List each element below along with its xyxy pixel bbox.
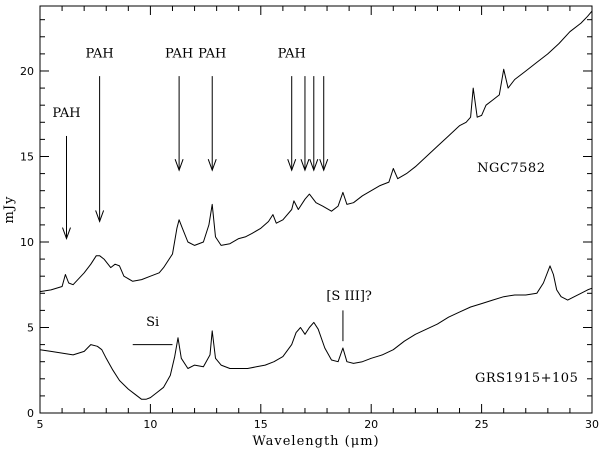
annotation-arrowhead — [319, 158, 329, 172]
annotation-arrowhead — [207, 158, 217, 172]
series-line-0 — [39, 10, 593, 293]
annotation-label: Si — [146, 315, 159, 330]
annotation-arrowhead — [174, 158, 184, 172]
annotation-label: [S III]? — [326, 289, 372, 304]
x-tick-label: 25 — [475, 418, 489, 431]
annotation-arrowhead — [95, 210, 105, 223]
x-tick-label: 15 — [254, 418, 268, 431]
series-name-label: NGC7582 — [477, 161, 545, 176]
axes-frame — [39, 5, 593, 414]
x-tick-label: 5 — [37, 418, 44, 431]
annotation-arrowhead — [62, 227, 71, 241]
x-tick-label: 10 — [143, 418, 157, 431]
y-tick-label: 20 — [20, 65, 34, 78]
series-name-label: GRS1915+105 — [475, 371, 578, 386]
x-axis-label: Wavelength (μm) — [252, 434, 379, 449]
annotation-label: PAH — [52, 106, 80, 121]
annotation-arrowhead — [309, 158, 319, 172]
annotations: PAH PAH PAH PAH PAH Si [S III]? — [52, 46, 372, 346]
series-lines — [39, 10, 593, 400]
y-tick-label: 5 — [27, 321, 34, 334]
annotation-label: PAH — [165, 46, 193, 61]
annotation-label: PAH — [278, 46, 306, 61]
y-tick-label: 10 — [20, 236, 34, 249]
y-tick-label: 15 — [20, 150, 34, 163]
series-line-1 — [39, 265, 593, 400]
annotation-arrowhead — [300, 158, 310, 172]
x-tick-label: 20 — [364, 418, 378, 431]
series-labels: NGC7582 GRS1915+105 — [475, 161, 578, 386]
x-tick-label: 30 — [585, 418, 599, 431]
axis-ticks — [39, 6, 593, 414]
y-axis-label: mJy — [2, 196, 17, 224]
annotation-label: PAH — [198, 46, 226, 61]
annotation-label: PAH — [85, 46, 113, 61]
y-tick-label: 0 — [27, 407, 34, 420]
annotation-arrowhead — [287, 158, 297, 172]
